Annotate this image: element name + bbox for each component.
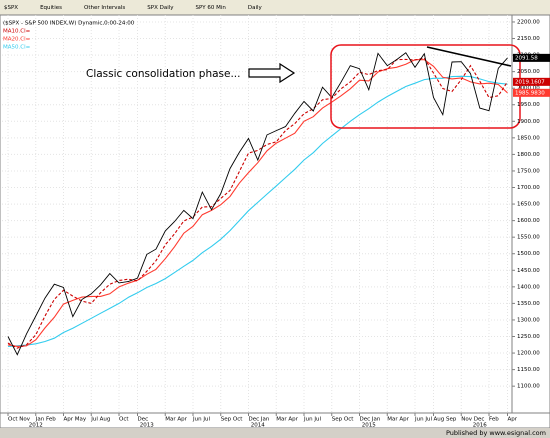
y-tick-label: 1200.00: [517, 351, 540, 357]
x-tick-label: Jul Aug: [90, 417, 110, 423]
y-tick-label: 1300.00: [517, 317, 540, 323]
series-line: [7, 52, 508, 356]
y-tick-label: 1950.00: [517, 102, 540, 108]
last-value-label: 1985.9830: [515, 90, 545, 96]
last-value-label: 2019.1607: [515, 79, 545, 85]
last-value-label: 2091.58: [515, 55, 538, 61]
x-tick-label: Jan Feb: [35, 417, 56, 423]
y-tick-label: 1650.00: [517, 202, 540, 208]
y-tick-label: 2150.00: [517, 36, 540, 42]
y-tick-label: 1150.00: [517, 367, 540, 373]
x-tick-label: Jun Jul: [414, 417, 432, 423]
y-tick-label: 1350.00: [517, 301, 540, 307]
y-tick-label: 2050.00: [517, 69, 540, 75]
y-tick-label: 1400.00: [517, 284, 540, 290]
series-line: [7, 75, 508, 347]
x-tick-label: Mar Apr: [165, 417, 187, 423]
footer-bar: [0, 428, 550, 438]
series-line: [7, 59, 508, 347]
y-tick-label: 1250.00: [517, 334, 540, 340]
x-tick-label: Aug Sep: [434, 417, 457, 423]
year-label: 2016: [473, 423, 487, 429]
x-tick-label: Apr: [508, 417, 518, 423]
year-label: 2012: [29, 423, 43, 429]
toolbar-item: Daily: [248, 5, 263, 11]
highlight-box: [330, 44, 521, 129]
trendline: [426, 46, 512, 67]
y-tick-label: 2200.00: [517, 19, 540, 25]
x-tick-label: Oct: [119, 417, 129, 423]
x-tick-label: Apr May: [64, 417, 87, 423]
x-tick-label: Nov Dec: [461, 417, 484, 423]
arrow: [248, 62, 296, 84]
x-tick-label: Jun Jul: [192, 417, 210, 423]
x-tick-label: Dec: [138, 417, 149, 423]
last-value-box: [513, 88, 550, 97]
toolbar-item: $SPX: [4, 5, 18, 11]
y-tick-label: 1100.00: [517, 384, 540, 390]
x-tick-label: Mar Apr: [276, 417, 298, 423]
toolbar-item: SPX Daily: [147, 5, 174, 11]
year-label: 2015: [362, 423, 376, 429]
year-label: 2013: [140, 423, 154, 429]
x-tick-label: Oct Nov: [8, 417, 31, 423]
footer: Published by www.esignal.com: [446, 429, 546, 437]
toolbar-item: Other Intervals: [84, 5, 125, 11]
legend-entry: MA10.Cl=: [3, 29, 31, 35]
x-tick-label: Mar Apr: [387, 417, 409, 423]
annotation: Classic consolidation phase...: [86, 68, 240, 80]
y-tick-label: 2000.00: [517, 86, 540, 92]
x-tick-label: Dec Jan: [360, 417, 381, 423]
y-tick-label: 1500.00: [517, 251, 540, 257]
x-tick-label: Feb: [489, 417, 499, 423]
x-tick-label: Jun Jul: [303, 417, 321, 423]
y-tick-label: 1700.00: [517, 185, 540, 191]
year-label: 2014: [251, 423, 265, 429]
chart-title: ($SPX - S&P 500 INDEX,W) Dynamic,0:00-24…: [3, 21, 135, 27]
x-tick-label: Sep Oct: [221, 417, 243, 423]
y-tick-label: 1450.00: [517, 268, 540, 274]
y-tick-label: 1850.00: [517, 135, 540, 141]
plot: [2, 15, 512, 413]
y-tick-label: 1900.00: [517, 119, 540, 125]
y-tick-label: 1800.00: [517, 152, 540, 158]
x-tick-label: Dec Jan: [249, 417, 270, 423]
toolbar-item: Equities: [40, 5, 62, 11]
legend-entry: MA20.Cl=: [3, 37, 31, 43]
last-value-box: [513, 53, 550, 62]
last-value-box: [513, 77, 550, 86]
x-tick-label: Sep Oct: [332, 417, 354, 423]
toolbar: [0, 0, 550, 15]
y-tick-label: 1600.00: [517, 218, 540, 224]
y-tick-label: 1550.00: [517, 235, 540, 241]
toolbar-item: SPY 60 Min: [196, 5, 227, 11]
y-tick-label: 1750.00: [517, 168, 540, 174]
legend-entry: MA50.Cl=: [3, 45, 31, 51]
